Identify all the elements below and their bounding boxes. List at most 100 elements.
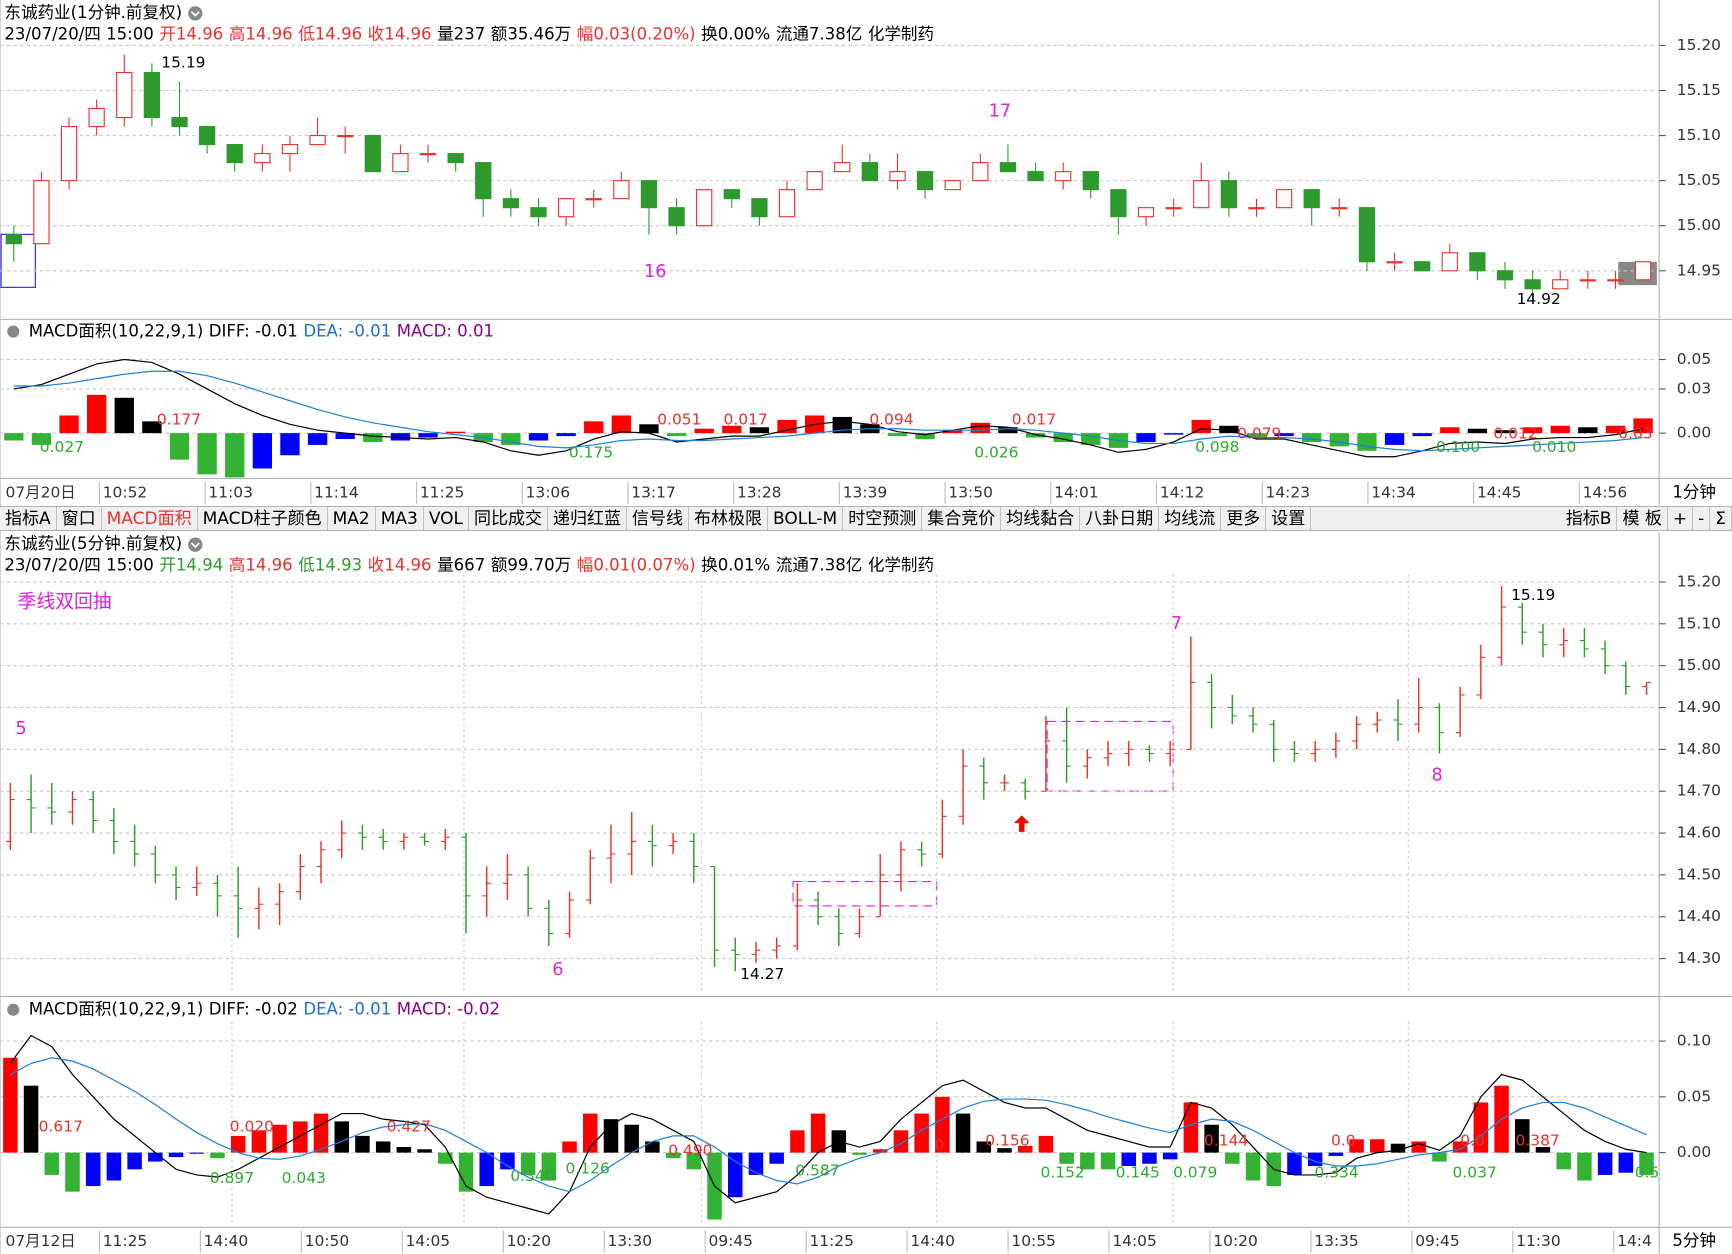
toolbar-button[interactable]: MA3: [376, 507, 424, 530]
annotation: 季线双回抽: [18, 591, 112, 613]
toolbar-button[interactable]: 模 板: [1617, 507, 1668, 530]
toolbar-button[interactable]: 时空预测: [843, 507, 923, 530]
candle-body: [557, 198, 575, 218]
toolbar-button[interactable]: 指标B: [1561, 507, 1618, 530]
macd-bar: [541, 1152, 557, 1181]
info-item: 23/07/20/四 15:00: [4, 555, 153, 574]
macd-bar: [790, 1130, 805, 1153]
header-info: MACD面积(10,22,9,1) DIFF: -0.01 DEA: -0.01 MA…: [29, 321, 494, 340]
annotation: 8: [1432, 766, 1443, 786]
annotation: 0.098: [1195, 438, 1239, 456]
toolbar-button[interactable]: Σ: [1710, 507, 1732, 530]
annotation: 0.152: [1041, 1164, 1085, 1182]
legend-icon: [7, 1003, 20, 1016]
info-item: MACD: 0.01: [397, 321, 494, 340]
toolbar-button[interactable]: MACD柱子颜色: [198, 507, 328, 530]
toolbar-button[interactable]: 八卦日期: [1080, 507, 1160, 530]
info-item: 低14.93: [298, 555, 362, 574]
macd-bar: [1053, 433, 1073, 442]
macd-bar: [3, 1057, 18, 1153]
candle-body: [60, 126, 78, 182]
panel-title: 东诚药业(5分钟.前复权): [4, 534, 182, 553]
candle-body: [696, 189, 713, 227]
toolbar-button[interactable]: 均线流: [1159, 507, 1222, 530]
candle-body: [475, 162, 492, 200]
macd-bar: [1577, 1152, 1592, 1181]
info-item: 量237: [437, 24, 485, 43]
toolbar-button[interactable]: MA2: [328, 507, 376, 530]
macd-bar: [852, 1152, 867, 1155]
annotation: 0.340: [510, 1167, 554, 1185]
info-item: MACD: -0.02: [397, 999, 500, 1018]
panel-title: 东诚药业(1分钟.前复权): [4, 3, 182, 22]
candle-body: [751, 198, 768, 218]
toolbar-button[interactable]: 同比成交: [469, 507, 549, 530]
info-item: DEA: -0.01: [303, 999, 391, 1018]
toolbar-button[interactable]: BOLL-M: [768, 507, 844, 530]
toolbar-button[interactable]: 均线黏合: [1001, 507, 1081, 530]
time-label: 14:12: [1160, 483, 1205, 501]
time-label: 07月20日: [6, 483, 76, 501]
macd-bar: [887, 433, 908, 437]
y-tick-label: 14.70: [1677, 782, 1721, 800]
info-item: 收14.96: [368, 555, 432, 574]
candle-body: [502, 198, 520, 209]
macd-bar: [1329, 433, 1349, 447]
toolbar-button[interactable]: VOL: [424, 507, 470, 530]
annotation: 0.587: [795, 1162, 839, 1180]
info-item: 流通7.38亿: [776, 555, 862, 574]
macd-bar: [307, 433, 328, 445]
toolbar-button[interactable]: MACD面积: [102, 507, 198, 530]
toolbar-left: 指标A 窗口 MACD面积 MACD柱子颜色 MA2 MA3 VOL 同比成交 递归红蓝 信号线布…: [0, 507, 1312, 530]
candle-body: [226, 144, 243, 164]
annotation: 0.490: [668, 1142, 712, 1160]
toolbar-button[interactable]: -: [1693, 507, 1711, 530]
y-tick-label: 0.00: [1677, 424, 1711, 442]
toolbar-button[interactable]: 信号线: [627, 507, 690, 530]
macd-bar: [893, 1130, 909, 1153]
annotation: 0.145: [1116, 1164, 1160, 1182]
time-label: 14:34: [1371, 483, 1416, 501]
candle-body: [834, 162, 851, 173]
candle-body: [1552, 279, 1569, 290]
annotation: 0.020: [230, 1117, 274, 1135]
info-item: 换0.01%: [701, 555, 770, 574]
zone-box: [792, 881, 938, 907]
macd-bar: [1618, 1152, 1634, 1173]
macd-bar: [645, 1141, 660, 1153]
macd-bar: [23, 1085, 39, 1153]
candle-body: [447, 153, 464, 164]
y-tick-label: 0.05: [1677, 1087, 1711, 1105]
y-tick-label: 15.15: [1677, 81, 1721, 99]
annotation: 0.03: [1618, 425, 1652, 443]
toolbar-button[interactable]: 布林极限: [689, 507, 769, 530]
toolbar-button[interactable]: 递归红蓝: [548, 507, 628, 530]
macd-bar: [639, 424, 659, 434]
info-item: 高14.96: [229, 24, 293, 43]
annotation: 0.617: [39, 1117, 83, 1135]
annotation: 0.897: [210, 1169, 254, 1187]
info-item: 化学制药: [868, 555, 934, 574]
toolbar-button[interactable]: +: [1668, 507, 1694, 530]
candle-body: [613, 180, 630, 200]
toolbar-button[interactable]: 更多: [1221, 507, 1267, 530]
candle-body: [1331, 207, 1348, 210]
toolbar-button[interactable]: 窗口: [57, 507, 102, 530]
macd-bar: [970, 422, 990, 434]
info-item: 流通7.38亿: [776, 24, 862, 43]
candle-body: [337, 135, 354, 138]
candle-body: [806, 171, 823, 191]
macd-bar: [85, 1152, 101, 1187]
annotation: 6: [552, 960, 563, 980]
annotation: 0.126: [566, 1159, 610, 1177]
toolbar-button[interactable]: 设置: [1266, 507, 1312, 530]
macd-bar: [59, 415, 79, 434]
toolbar-button[interactable]: 集合竞价: [922, 507, 1002, 530]
toolbar-button[interactable]: 指标A: [0, 507, 57, 530]
macd-bar: [501, 433, 521, 445]
candle-body: [889, 171, 906, 182]
macd-bar: [665, 1152, 681, 1159]
macd-bar: [148, 1152, 163, 1162]
candle-body: [1027, 171, 1044, 182]
